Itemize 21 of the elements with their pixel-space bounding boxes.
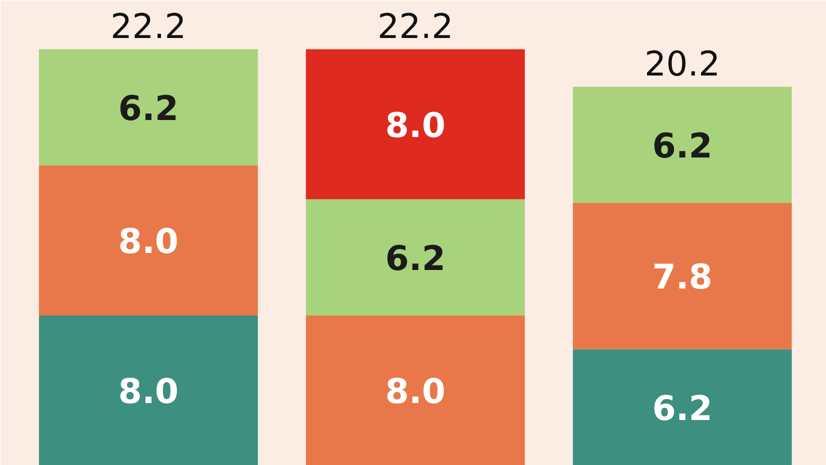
data-label: 7.8	[652, 258, 712, 298]
bar	[306, 199, 525, 316]
bar	[38, 166, 258, 316]
bar	[306, 316, 525, 465]
total-label: 22.2	[110, 7, 186, 47]
data-label: 6.2	[652, 126, 712, 166]
bar	[306, 49, 525, 200]
data-label: 8.0	[385, 106, 446, 146]
data-label: 8.0	[385, 372, 446, 412]
data-label: 8.0	[118, 372, 179, 412]
data-label: 6.2	[652, 388, 712, 429]
bar	[572, 349, 792, 465]
bar	[38, 316, 258, 465]
total-label: 20.2	[644, 44, 720, 84]
data-label: 6.2	[385, 238, 446, 279]
data-label: 8.0	[118, 222, 179, 262]
bar	[572, 203, 792, 350]
total-label: 22.2	[378, 7, 454, 47]
data-label: 6.2	[118, 88, 179, 129]
bar	[38, 49, 258, 166]
bar	[572, 86, 792, 203]
